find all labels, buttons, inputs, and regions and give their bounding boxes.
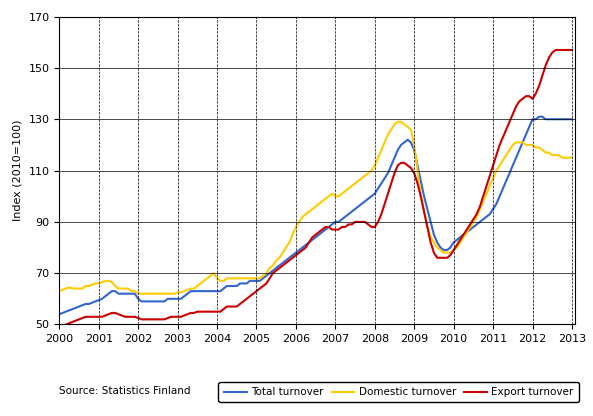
Total turnover bbox=[535, 114, 543, 119]
Domestic turnover bbox=[250, 276, 257, 281]
Y-axis label: Index (2010=100): Index (2010=100) bbox=[13, 120, 23, 221]
Export turnover bbox=[194, 309, 201, 314]
Export turnover bbox=[470, 217, 477, 222]
Domestic turnover bbox=[568, 155, 575, 160]
Total turnover bbox=[194, 289, 201, 294]
Total turnover bbox=[246, 278, 253, 283]
Domestic turnover bbox=[72, 286, 79, 291]
Total turnover bbox=[352, 206, 359, 211]
Total turnover bbox=[56, 312, 63, 317]
Line: Domestic turnover: Domestic turnover bbox=[59, 122, 572, 294]
Export turnover bbox=[82, 314, 89, 319]
Legend: Total turnover, Domestic turnover, Export turnover: Total turnover, Domestic turnover, Expor… bbox=[218, 382, 579, 402]
Export turnover bbox=[72, 318, 79, 323]
Export turnover bbox=[352, 219, 359, 224]
Export turnover bbox=[568, 47, 575, 52]
Total turnover bbox=[82, 302, 89, 307]
Domestic turnover bbox=[135, 291, 142, 296]
Domestic turnover bbox=[56, 289, 63, 294]
Total turnover bbox=[72, 305, 79, 310]
Export turnover bbox=[552, 47, 559, 52]
Domestic turnover bbox=[82, 284, 89, 289]
Line: Total turnover: Total turnover bbox=[59, 116, 572, 314]
Domestic turnover bbox=[197, 281, 204, 286]
Text: Source: Statistics Finland: Source: Statistics Finland bbox=[59, 386, 191, 396]
Export turnover bbox=[56, 324, 63, 329]
Domestic turnover bbox=[394, 119, 401, 124]
Total turnover bbox=[568, 117, 575, 122]
Export turnover bbox=[246, 294, 253, 299]
Total turnover bbox=[470, 225, 477, 230]
Domestic turnover bbox=[355, 178, 362, 183]
Domestic turnover bbox=[476, 206, 483, 211]
Line: Export turnover: Export turnover bbox=[59, 50, 572, 327]
